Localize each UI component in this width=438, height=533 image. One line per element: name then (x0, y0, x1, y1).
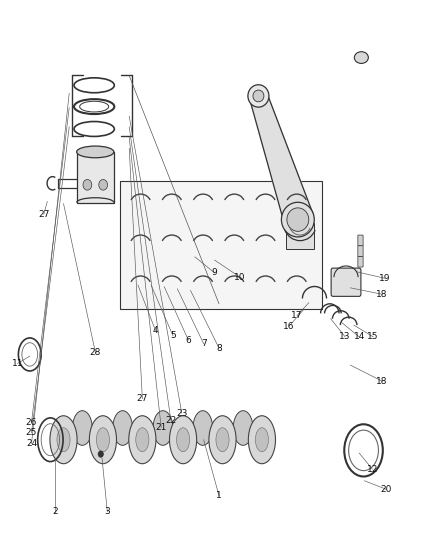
Bar (286, 223, 314, 249)
Circle shape (99, 180, 107, 190)
Text: 12: 12 (367, 465, 378, 473)
Ellipse shape (50, 416, 77, 464)
Ellipse shape (57, 427, 70, 452)
FancyBboxPatch shape (358, 256, 363, 267)
Ellipse shape (89, 416, 117, 464)
Text: 26: 26 (26, 418, 37, 426)
Text: 18: 18 (376, 290, 388, 298)
Ellipse shape (255, 427, 268, 452)
Text: 11: 11 (12, 359, 23, 368)
Text: 9: 9 (212, 269, 218, 277)
Text: 18: 18 (376, 377, 388, 385)
Text: 23: 23 (176, 409, 187, 417)
Ellipse shape (113, 410, 132, 446)
Text: 20: 20 (381, 485, 392, 494)
Text: 5: 5 (170, 332, 176, 340)
Ellipse shape (136, 427, 149, 452)
Text: 17: 17 (291, 311, 303, 320)
Text: 8: 8 (216, 344, 222, 352)
Ellipse shape (153, 410, 173, 446)
Text: 24: 24 (26, 439, 37, 448)
Ellipse shape (129, 416, 156, 464)
Text: 14: 14 (353, 333, 365, 341)
Text: 27: 27 (137, 394, 148, 403)
Text: 25: 25 (26, 429, 37, 437)
Text: 15: 15 (367, 333, 379, 341)
Text: 13: 13 (339, 333, 351, 341)
Ellipse shape (248, 416, 276, 464)
Ellipse shape (77, 146, 114, 158)
Ellipse shape (233, 410, 253, 446)
Text: 2: 2 (52, 507, 57, 516)
Bar (120, 181, 322, 309)
Text: 6: 6 (185, 336, 191, 344)
FancyBboxPatch shape (358, 246, 363, 256)
Polygon shape (249, 96, 313, 225)
Text: 28: 28 (90, 349, 101, 357)
FancyBboxPatch shape (331, 268, 361, 296)
Ellipse shape (72, 410, 92, 446)
Ellipse shape (287, 208, 309, 231)
Text: 16: 16 (283, 322, 295, 330)
Text: 21: 21 (155, 423, 167, 432)
Text: 10: 10 (234, 273, 246, 281)
Text: 3: 3 (104, 507, 110, 516)
Text: 7: 7 (201, 340, 207, 348)
Text: 22: 22 (165, 416, 177, 424)
Ellipse shape (96, 427, 110, 452)
Ellipse shape (170, 416, 197, 464)
Ellipse shape (354, 52, 368, 63)
Ellipse shape (177, 427, 190, 452)
Text: 27: 27 (38, 210, 49, 219)
Circle shape (83, 180, 92, 190)
Ellipse shape (209, 416, 236, 464)
Text: 4: 4 (153, 326, 158, 335)
Ellipse shape (216, 427, 229, 452)
Text: 19: 19 (379, 274, 390, 282)
Circle shape (98, 451, 103, 457)
Ellipse shape (281, 203, 314, 237)
Text: 1: 1 (216, 491, 222, 500)
Ellipse shape (248, 85, 269, 107)
FancyBboxPatch shape (358, 235, 363, 246)
Ellipse shape (253, 90, 264, 102)
Bar (77, 152, 114, 203)
Ellipse shape (193, 410, 213, 446)
